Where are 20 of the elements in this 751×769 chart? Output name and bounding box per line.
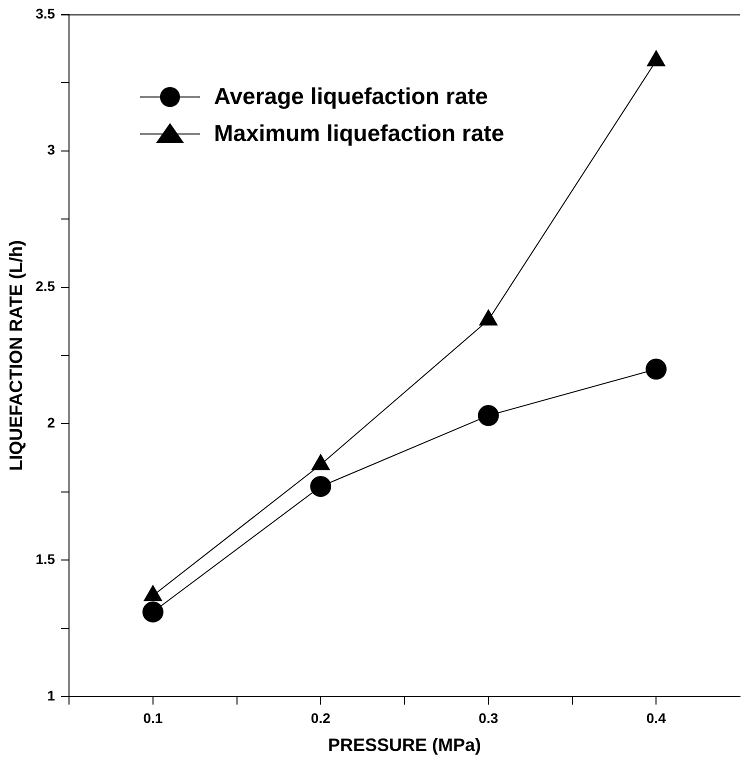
y-tick-label: 2.5 <box>36 278 56 294</box>
x-axis-title: PRESSURE (MPa) <box>328 735 482 756</box>
y-tick-label: 1.5 <box>36 551 56 568</box>
x-tick-label: 0.3 <box>478 710 498 726</box>
point <box>479 310 498 326</box>
y-tick-label: 3.5 <box>36 5 56 22</box>
y-tick-label: 3 <box>47 142 56 158</box>
point <box>310 476 332 497</box>
x-tick-label: 0.4 <box>646 710 666 726</box>
point <box>646 50 666 66</box>
x-tick-label: 0.2 <box>310 710 331 726</box>
point <box>646 358 667 380</box>
y-axis-title: LIQUEFACTION RATE (L/h) <box>6 240 26 471</box>
x-tick-label: 0.1 <box>143 710 163 726</box>
legend-label: Average liquefaction rate <box>214 83 488 110</box>
y-tick-label: 1 <box>47 687 56 704</box>
point <box>478 405 499 426</box>
legend-label: Maximum liquefaction rate <box>214 120 504 147</box>
point <box>142 602 164 623</box>
y-tick-label: 2 <box>47 414 56 431</box>
